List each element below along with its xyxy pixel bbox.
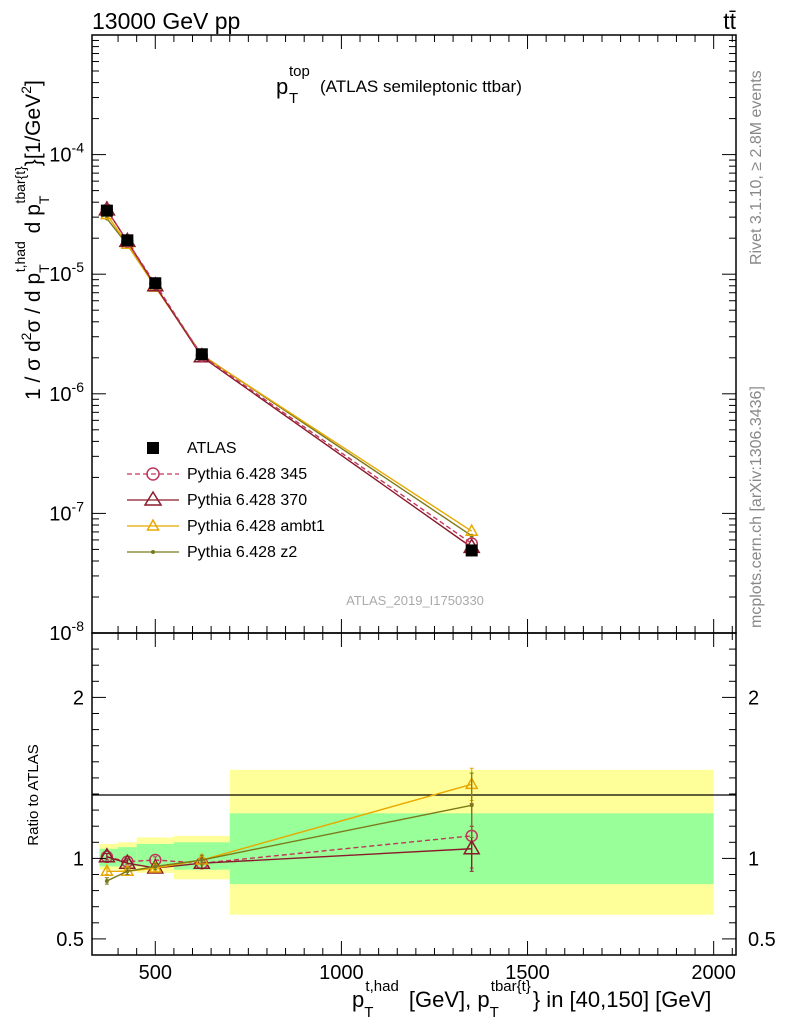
- ratio-point-2-0: [100, 863, 114, 877]
- xtick-label: 1500: [505, 962, 550, 984]
- mcplots-label: mcplots.cern.ch [arXiv:1306.3436]: [748, 386, 765, 628]
- legend-marker-atlas: [147, 442, 159, 454]
- main-ytick-label: 10-5: [49, 259, 84, 286]
- ratio-ytick-label-left: 1: [73, 848, 84, 870]
- ratio-ytick-label-right: 2: [748, 687, 759, 709]
- ratio-point-3-4: [469, 803, 474, 808]
- ratio-point-3-3: [199, 858, 204, 863]
- main-ytick-label: 10-8: [49, 618, 84, 645]
- main-panel: 10-8 10-7 10-6 10-5 10-4 p top T (ATLAS semi…: [12, 34, 737, 645]
- analysis-watermark: ATLAS_2019_I1750330: [346, 593, 484, 608]
- legend-marker-370: [143, 490, 163, 506]
- main-ticks: 10-8 10-7 10-6 10-5 10-4: [49, 34, 736, 645]
- plot-title-sup: top: [289, 63, 310, 80]
- legend-label-345: Pythia 6.428 345: [187, 466, 307, 483]
- ratio-ytick-label-right: 1: [748, 848, 759, 870]
- main-point-0-1: [121, 234, 134, 247]
- ratio-series-layer: [98, 767, 481, 885]
- main-point-0-2: [149, 277, 162, 290]
- ratio-point-1-4: [462, 839, 481, 855]
- main-y-axis-label: 1 / σ d2σ / d pTt,had d pTtbar{t}}[1/GeV…: [12, 80, 52, 400]
- plot-title-rest: (ATLAS semileptonic ttbar): [320, 77, 522, 96]
- legend-label-ambt1: Pythia 6.428 ambt1: [187, 518, 325, 535]
- plot-title-sub: T: [289, 90, 298, 107]
- main-ytick-label: 10-6: [49, 379, 84, 406]
- legend-label-z2: Pythia 6.428 z2: [187, 544, 297, 561]
- legend-marker-z2: [151, 550, 155, 554]
- header-right: tt̄: [723, 8, 736, 34]
- legend-label-370: Pythia 6.428 370: [187, 492, 307, 509]
- ratio-point-3-1: [125, 869, 130, 874]
- ratio-panel: 0.5 0.5 1 1 2 2 500 1000 1500 2000 Ratio to ATLAS: [25, 632, 776, 984]
- main-point-0-3: [195, 348, 208, 361]
- rivet-label: Rivet 3.1.10, ≥ 2.8M events: [748, 70, 765, 265]
- main-line-4: [106, 218, 473, 537]
- main-ytick-label: 10-4: [49, 140, 84, 167]
- ratio-y-axis-label: Ratio to ATLAS: [25, 744, 42, 845]
- ratio-ytick-label-left: 0.5: [56, 929, 84, 951]
- xtick-label: 2000: [691, 962, 736, 984]
- legend-marker-345: [146, 467, 160, 481]
- main-point-0-4: [465, 544, 478, 557]
- ratio-ticks: 0.5 0.5 1 1 2 2 500 1000 1500 2000: [56, 633, 776, 984]
- main-point-0-0: [100, 204, 113, 217]
- main-ytick-label: 10-7: [49, 498, 84, 525]
- ratio-point-3-2: [153, 864, 158, 869]
- xtick-label: 1000: [319, 962, 364, 984]
- ratio-ytick-label-left: 2: [73, 687, 84, 709]
- ratio-ytick-label-right: 0.5: [748, 929, 776, 951]
- x-axis-label: pTt,had [GeV], pTtbar{t}} in [40,150] [G…: [352, 978, 711, 1021]
- ratio-bands: [99, 769, 714, 915]
- ratio-point-1-0: [98, 847, 116, 863]
- plot-title-main: p: [276, 74, 288, 99]
- xtick-label: 500: [139, 962, 172, 984]
- main-point-3-4: [464, 523, 479, 536]
- header-left: 13000 GeV pp: [92, 8, 240, 34]
- main-series-layer: [98, 200, 481, 557]
- svg-text:1 / σ d2σ / d pTt,had d pTtbar: 1 / σ d2σ / d pTt,had d pTtbar{t}}[1/GeV…: [12, 80, 52, 400]
- legend: ATLAS Pythia 6.428 345 Pythia 6.428 370 …: [127, 440, 325, 561]
- ratio-point-3-0: [104, 878, 109, 883]
- legend-label-atlas: ATLAS: [187, 440, 237, 457]
- legend-marker-ambt1: [146, 518, 160, 531]
- svg-text:pTt,had [GeV], pTtbar{t}} in [: pTt,had [GeV], pTtbar{t}} in [40,150] [G…: [352, 978, 711, 1021]
- main-line-3: [106, 214, 473, 532]
